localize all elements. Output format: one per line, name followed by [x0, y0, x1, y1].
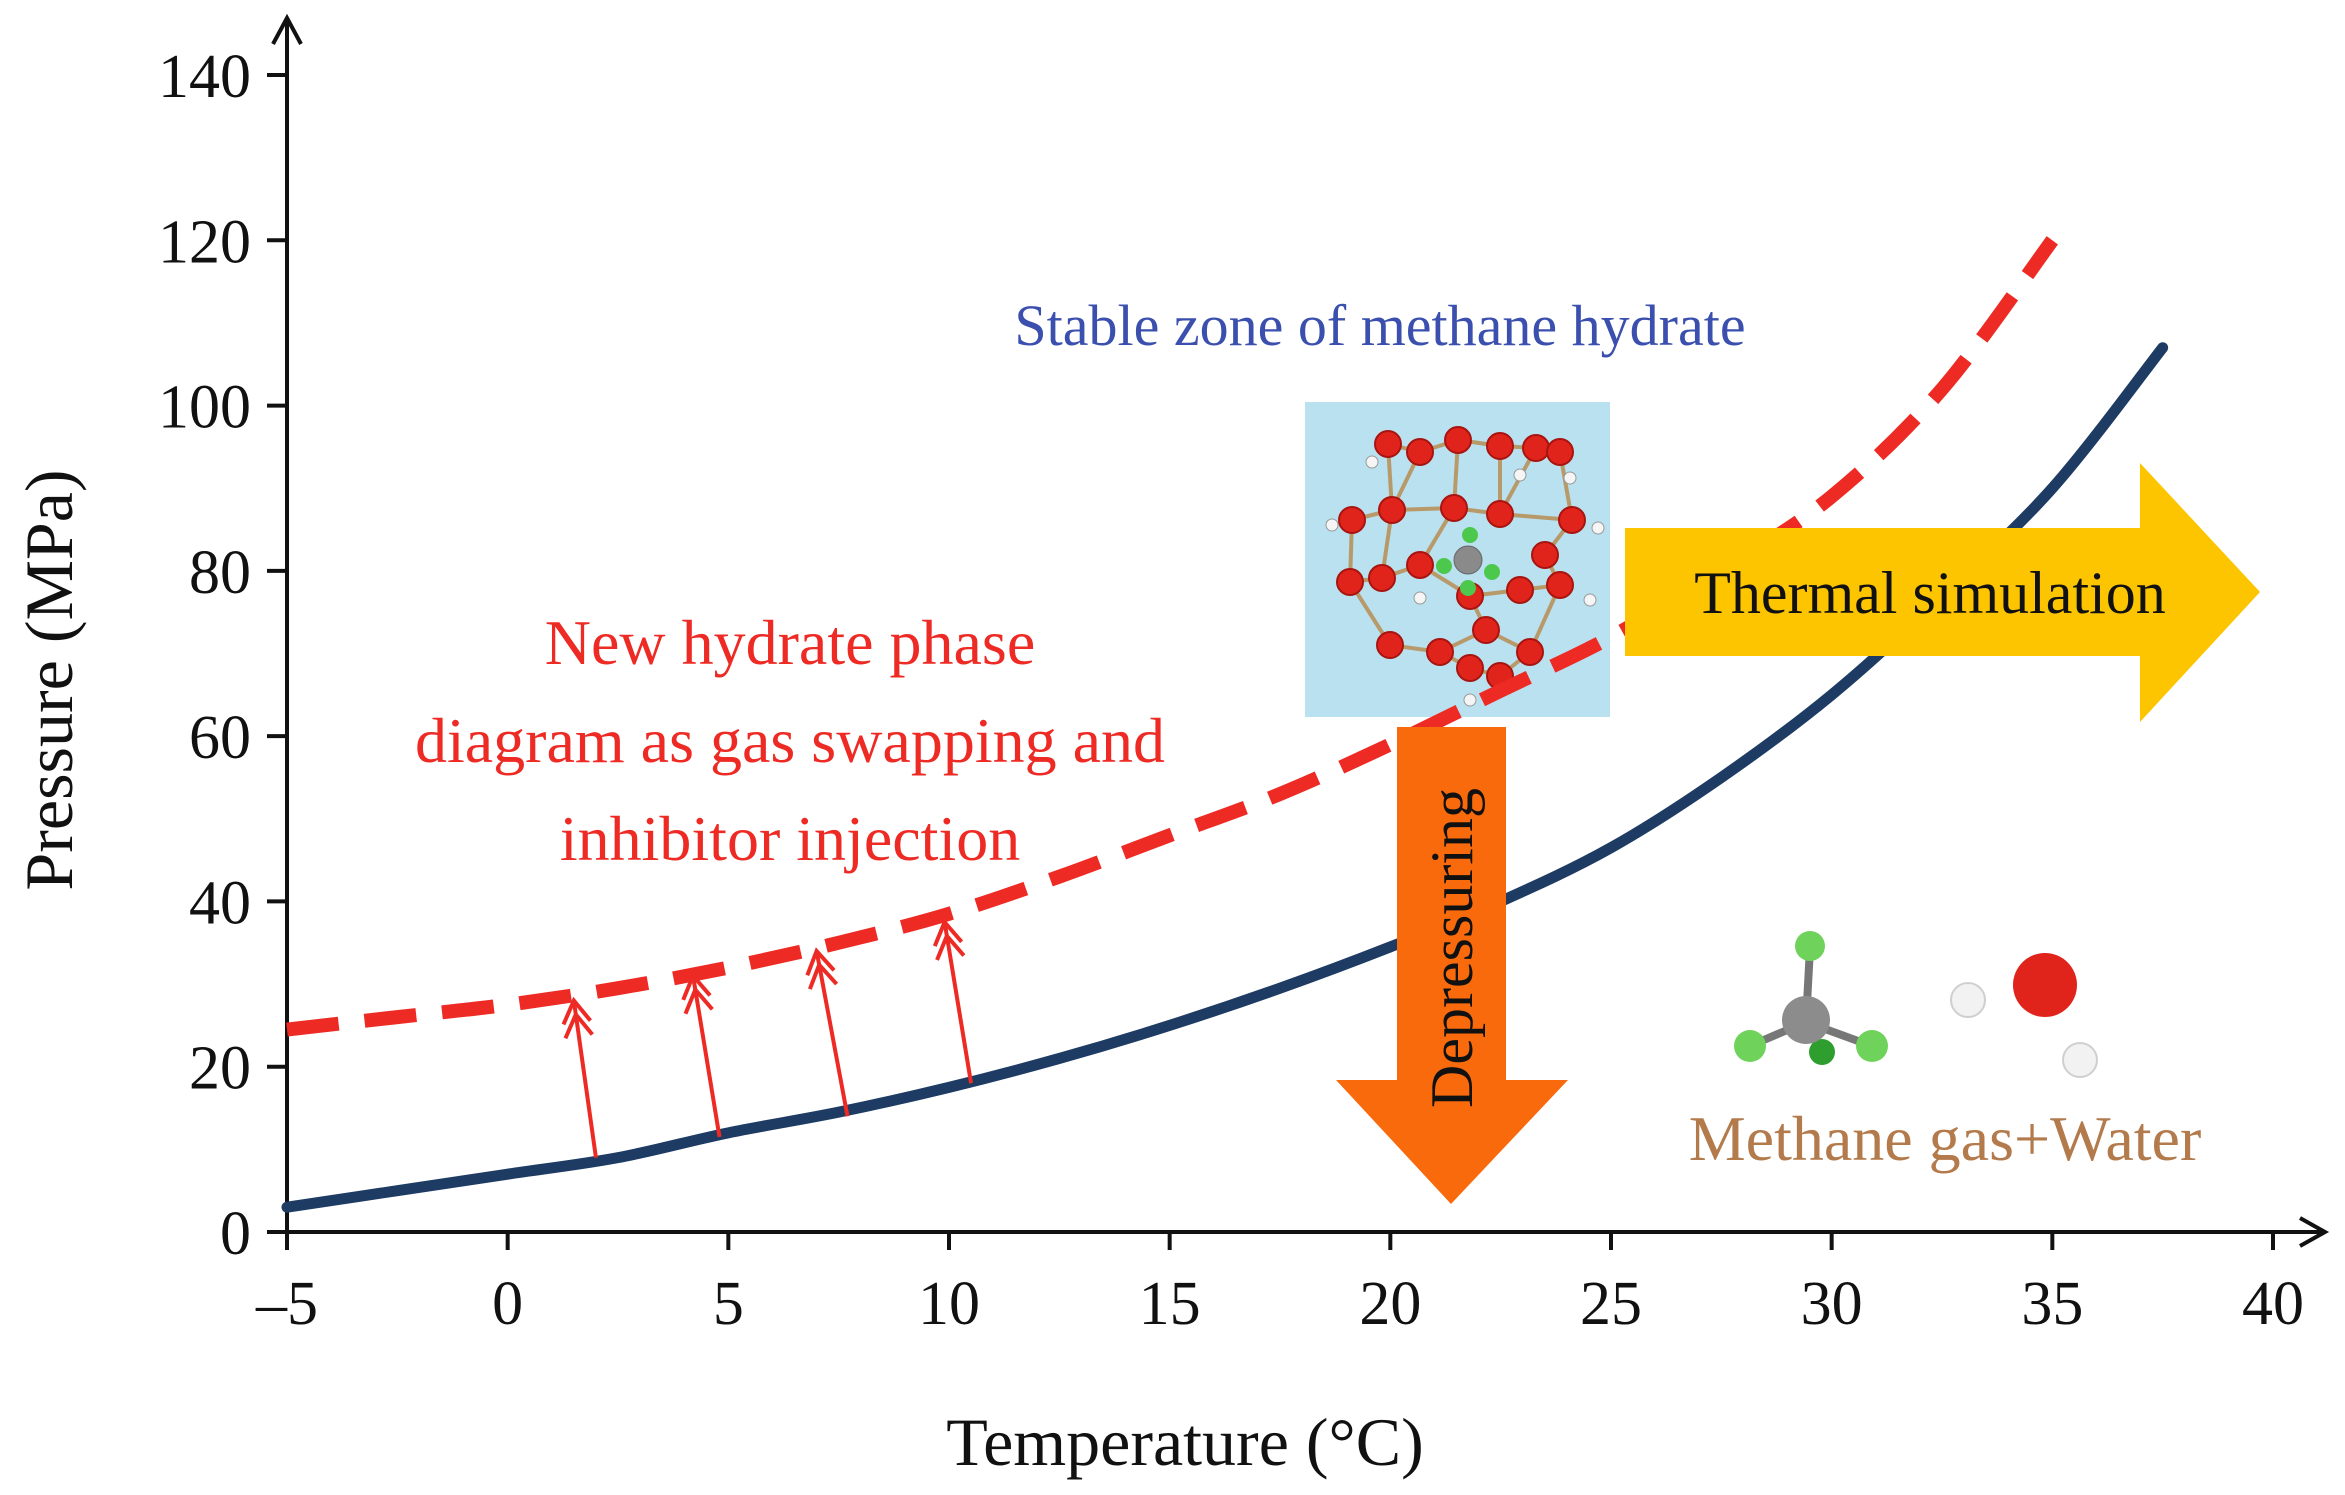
x-tick-label: –5 [255, 1270, 318, 1338]
x-axis-title: Temperature (°C) [946, 1404, 1423, 1480]
thermal-simulation-arrow: Thermal simulation [1625, 463, 2260, 722]
y-tick-label: 100 [158, 374, 251, 442]
depress-arrow-shape [1336, 727, 1568, 1204]
x-tick-label: 20 [1359, 1270, 1421, 1338]
y-tick-label: 0 [220, 1200, 251, 1268]
axes [271, 13, 2330, 1248]
depressuring-arrow: Depressuring [1336, 727, 1568, 1204]
hydrate-cage-image [1305, 402, 1610, 717]
x-tick-label: 10 [918, 1270, 980, 1338]
y-tick-label: 140 [158, 43, 251, 111]
x-tick-label: 30 [1801, 1270, 1863, 1338]
shift-arrow [805, 947, 850, 1117]
new-phase-boundary-line [286, 236, 2058, 1037]
y-tick-label: 40 [189, 869, 251, 937]
y-tick-label: 60 [189, 704, 251, 772]
thermal-arrow-shape [1625, 463, 2260, 722]
y-tick-label: 20 [189, 1035, 251, 1103]
stable-zone-label: Stable zone of methane hydrate [1014, 293, 1745, 358]
x-tick-label: 15 [1139, 1270, 1201, 1338]
methane-hydrate-phase-line [281, 342, 2169, 1213]
x-tick-label: 0 [492, 1270, 523, 1338]
cage-atoms [1325, 426, 1605, 707]
depressuring-label: Depressuring [1419, 788, 1485, 1108]
x-tick-label: 25 [1580, 1270, 1642, 1338]
shift-arrow [561, 996, 598, 1158]
new-phase-label-line3: inhibitor injection [560, 803, 1020, 874]
shift-arrow [681, 972, 722, 1138]
new-phase-label-line1: New hydrate phase [545, 607, 1035, 678]
methane-water-label: Methane gas+Water [1689, 1103, 2202, 1174]
y-axis-title: Pressure (MPa) [11, 469, 87, 890]
methane-molecule-icon [1734, 931, 1888, 1065]
thermal-simulation-label: Thermal simulation [1694, 560, 2166, 626]
x-tick-label: 5 [713, 1270, 744, 1338]
y-axis-arrowhead [271, 13, 303, 45]
y-tick-label: 120 [158, 208, 251, 276]
x-tick-label: 35 [2021, 1270, 2083, 1338]
water-molecule-icon [1950, 953, 2098, 1078]
shift-arrows [561, 918, 974, 1158]
x-axis-arrowhead [2299, 1216, 2330, 1248]
shift-arrow [932, 918, 974, 1084]
x-tick-label: 40 [2242, 1270, 2304, 1338]
new-phase-label-line2: diagram as gas swapping and [415, 705, 1165, 776]
y-tick-label: 80 [189, 539, 251, 607]
